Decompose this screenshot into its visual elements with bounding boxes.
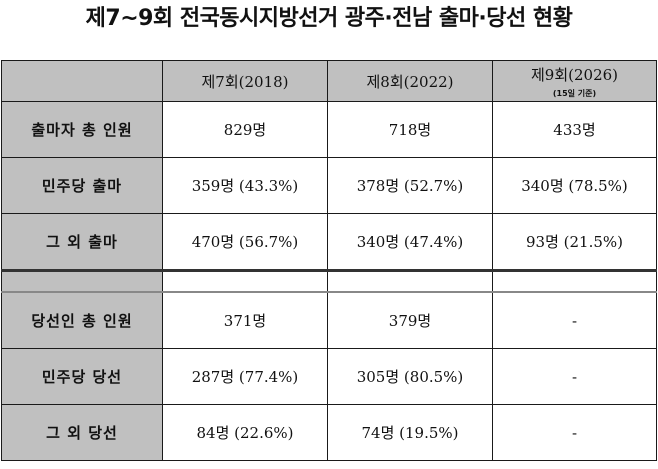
spacer-cell <box>1 270 163 293</box>
table-row: 그 외 출마 470명 (56.7%) 340명 (47.4%) 93명 (21… <box>1 213 657 271</box>
cell-value: 74명 (19.5%) <box>327 404 493 461</box>
page-title: 제7~9회 전국동시지방선거 광주·전남 출마·당선 현황 <box>85 6 573 31</box>
header-label: 제7회(2018) <box>201 72 289 91</box>
table-row: 민주당 출마 359명 (43.3%) 378명 (52.7%) 340명 (7… <box>1 157 657 214</box>
cell-value: 93명 (21.5%) <box>492 213 657 271</box>
cell-value: 340명 (47.4%) <box>327 213 493 271</box>
header-label: 제8회(2022) <box>366 72 454 91</box>
cell-value: 829명 <box>162 101 328 158</box>
election-table: 제7회(2018) 제8회(2022) 제9회(2026) (15일 기준) 출마… <box>1 60 657 461</box>
header-9th: 제9회(2026) (15일 기준) <box>492 60 657 102</box>
cell-value: 433명 <box>492 101 657 158</box>
row-label: 출마자 총 인원 <box>1 101 163 158</box>
header-note: (15일 기준) <box>552 88 597 98</box>
cell-value: 359명 (43.3%) <box>162 157 328 214</box>
header-row: 제7회(2018) 제8회(2022) 제9회(2026) (15일 기준) <box>1 60 657 102</box>
spacer-row <box>1 270 657 293</box>
table-row: 출마자 총 인원 829명 718명 433명 <box>1 101 657 158</box>
cell-value: 378명 (52.7%) <box>327 157 493 214</box>
header-7th: 제7회(2018) <box>162 60 328 102</box>
cell-value: 340명 (78.5%) <box>492 157 657 214</box>
spacer-cell <box>492 270 657 293</box>
cell-value: - <box>492 348 657 405</box>
spacer-cell <box>327 270 493 293</box>
cell-value: 379명 <box>327 291 493 349</box>
table-row: 그 외 당선 84명 (22.6%) 74명 (19.5%) - <box>1 404 657 461</box>
cell-value: 287명 (77.4%) <box>162 348 328 405</box>
cell-value: 305명 (80.5%) <box>327 348 493 405</box>
spacer-cell <box>162 270 328 293</box>
row-label: 그 외 당선 <box>1 404 163 461</box>
cell-value: 718명 <box>327 101 493 158</box>
row-label: 그 외 출마 <box>1 213 163 271</box>
header-label: 제9회(2026) <box>530 65 619 84</box>
cell-value: - <box>492 291 657 349</box>
table-row: 당선인 총 인원 371명 379명 - <box>1 291 657 349</box>
row-label: 민주당 당선 <box>1 348 163 405</box>
header-8th: 제8회(2022) <box>327 60 493 102</box>
table-row: 민주당 당선 287명 (77.4%) 305명 (80.5%) - <box>1 348 657 405</box>
cell-value: 470명 (56.7%) <box>162 213 328 271</box>
row-label: 민주당 출마 <box>1 157 163 214</box>
cell-value: - <box>492 404 657 461</box>
row-label: 당선인 총 인원 <box>1 291 163 349</box>
header-corner <box>1 60 163 102</box>
cell-value: 371명 <box>162 291 328 349</box>
cell-value: 84명 (22.6%) <box>162 404 328 461</box>
